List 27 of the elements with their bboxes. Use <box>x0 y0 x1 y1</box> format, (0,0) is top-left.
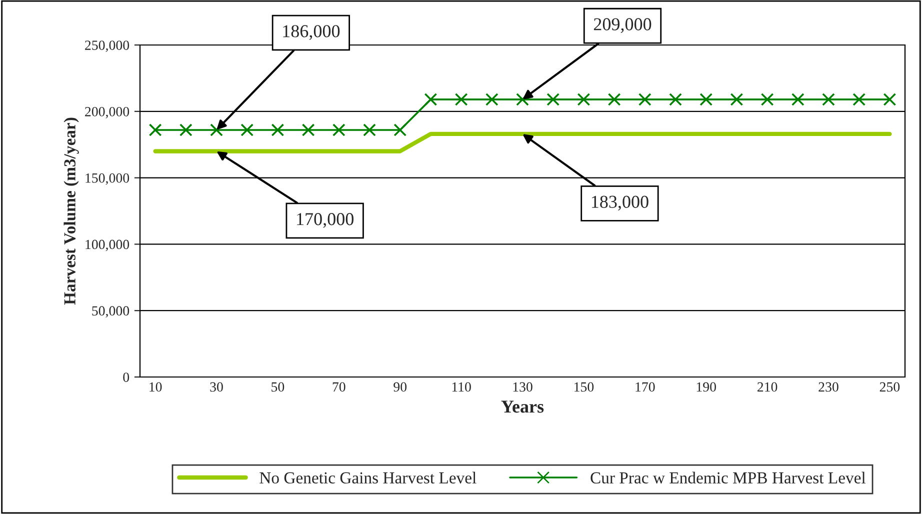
y-axis-title: Harvest Volume (m3/year) <box>64 118 79 305</box>
x-tick-label: 210 <box>757 382 778 392</box>
x-tick-label: 130 <box>513 382 532 392</box>
y-tick-label: 150,000 <box>86 173 130 185</box>
y-tick-label: 50,000 <box>92 306 130 318</box>
x-tick-label: 230 <box>818 382 838 392</box>
x-tick-label: 90 <box>394 382 407 392</box>
legend-label: Cur Prac w Endemic MPB Harvest Level <box>590 472 866 484</box>
x-tick-label: 190 <box>696 382 716 392</box>
x-tick-label: 50 <box>272 382 284 392</box>
y-tick-label: 100,000 <box>86 240 130 252</box>
x-tick-label: 150 <box>574 382 594 392</box>
annotation: 186,000 <box>283 25 340 40</box>
x-tick-label: 70 <box>332 382 346 392</box>
x-axis-title: Years <box>501 400 544 413</box>
x-tick-label: 170 <box>636 382 655 392</box>
x-tick-label: 30 <box>210 382 223 392</box>
x-tick-label: 110 <box>452 382 471 392</box>
y-tick-label: 200,000 <box>85 106 130 118</box>
x-tick-label: 10 <box>150 382 162 392</box>
y-tick-label: 250,000 <box>85 40 130 52</box>
y-tick-label: 0 <box>123 372 130 382</box>
x-tick-label: 250 <box>880 382 900 392</box>
annotation: 170,000 <box>297 213 354 228</box>
annotation: 183,000 <box>592 196 648 211</box>
annotation: 209,000 <box>594 18 652 33</box>
legend-label: No Genetic Gains Harvest Level <box>260 472 476 484</box>
